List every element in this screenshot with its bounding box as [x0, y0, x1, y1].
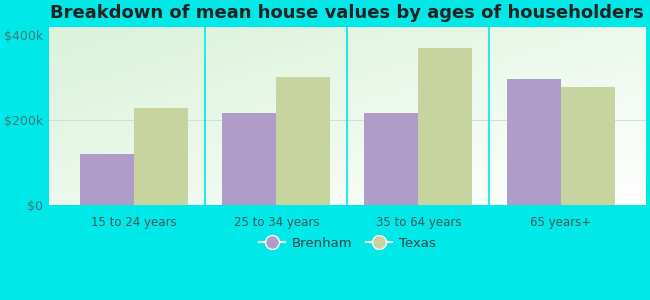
Bar [80, 154, 134, 205]
Bar [419, 48, 473, 205]
Bar [365, 113, 419, 205]
Bar [560, 87, 614, 205]
Bar [276, 77, 330, 205]
Legend: Brenham, Texas: Brenham, Texas [254, 231, 441, 255]
Bar [134, 108, 188, 205]
Bar [222, 113, 276, 205]
Title: Breakdown of mean house values by ages of householders: Breakdown of mean house values by ages o… [51, 4, 644, 22]
Bar [506, 80, 560, 205]
